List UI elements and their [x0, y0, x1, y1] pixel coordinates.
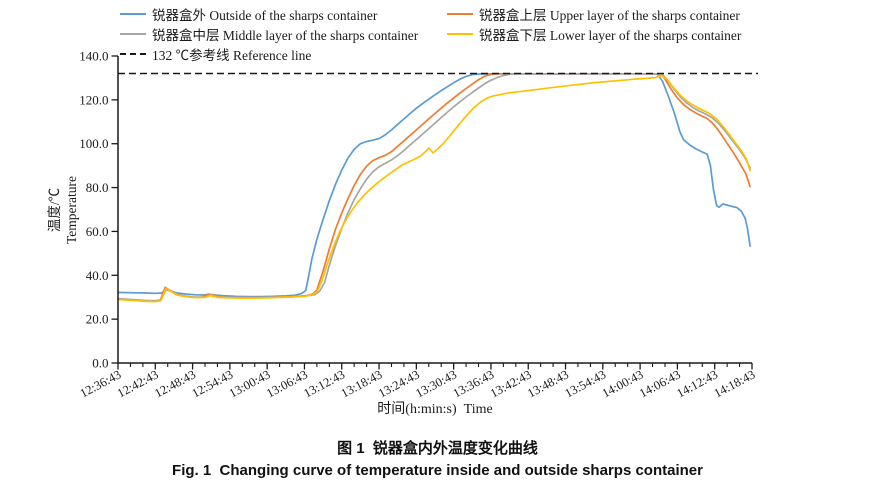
legend-label-outside: 锐器盒外 Outside of the sharps container	[152, 7, 378, 23]
legend-dashed-swatch-reference	[120, 52, 146, 55]
series-line-upper	[117, 72, 751, 303]
x-axis-title: 时间(h:min:s) Time	[377, 402, 493, 417]
legend-item-middle: 锐器盒中层 Middle layer of the sharps contain…	[120, 25, 447, 43]
x-tick-label: 13:48:43	[525, 367, 571, 400]
x-tick-label: 12:36:43	[78, 367, 124, 400]
x-tick-label: 13:06:43	[264, 367, 310, 400]
legend-label-upper: 锐器盒上层 Upper layer of the sharps containe…	[479, 7, 740, 23]
legend-item-outside: 锐器盒外 Outside of the sharps container	[120, 5, 447, 23]
legend-line-swatch-middle	[120, 32, 146, 35]
series-line-lower	[117, 74, 751, 303]
y-tick-label: 0.0	[92, 356, 108, 371]
temperature-line-chart: 0.0 20.0 40.0 60.0 80.0 100.0 120.0 140.0 12:36:…	[78, 49, 758, 401]
legend-label-middle: 锐器盒中层 Middle layer of the sharps contain…	[152, 27, 419, 43]
x-tick-label: 14:12:43	[674, 367, 720, 400]
series-line-middle	[117, 72, 751, 302]
x-tick-label: 13:18:43	[339, 367, 385, 400]
x-tick-label: 14:18:43	[712, 367, 758, 400]
legend-line-swatch-outside	[120, 12, 146, 15]
y-tick-label: 140.0	[79, 49, 108, 64]
y-tick-label: 40.0	[86, 268, 109, 283]
x-tick-label: 13:24:43	[376, 367, 422, 400]
series-line-outside	[117, 72, 751, 298]
legend-item-reference-line: 132 ℃参考线 Reference line	[120, 45, 447, 63]
x-tick-label: 12:48:43	[152, 367, 198, 400]
y-tick-label: 20.0	[86, 312, 109, 327]
x-tick-label: 13:36:43	[451, 367, 497, 400]
axes	[117, 56, 752, 364]
chart-legend: 锐器盒外 Outside of the sharps container 锐器盒…	[120, 5, 742, 63]
y-tick-label: 100.0	[79, 136, 108, 151]
x-tick-label: 13:00:43	[227, 367, 273, 400]
legend-label-lower: 锐器盒下层 Lower layer of the sharps containe…	[479, 27, 742, 43]
x-tick-label: 14:06:43	[637, 367, 683, 400]
legend-item-lower: 锐器盒下层 Lower layer of the sharps containe…	[447, 25, 742, 43]
x-tick-label: 12:42:43	[115, 367, 161, 400]
legend-line-swatch-upper	[447, 12, 473, 15]
caption-chinese: 图 1 锐器盒内外温度变化曲线	[337, 440, 538, 457]
x-tick-label: 13:42:43	[488, 367, 534, 400]
x-tick-label: 12:54:43	[189, 367, 235, 400]
x-tick-label: 13:30:43	[413, 367, 459, 400]
x-tick-label: 13:54:43	[562, 367, 608, 400]
legend-line-swatch-lower	[447, 32, 473, 35]
legend-label-reference: 132 ℃参考线 Reference line	[152, 47, 312, 63]
caption-english: Fig. 1 Changing curve of temperature ins…	[172, 462, 703, 479]
figure-caption: 图 1 锐器盒内外温度变化曲线 Fig. 1 Changing curve of…	[0, 437, 875, 479]
x-tick-label: 13:12:43	[301, 367, 347, 400]
y-tick-label: 120.0	[79, 92, 108, 107]
y-tick-label: 60.0	[86, 224, 109, 239]
legend-item-upper: 锐器盒上层 Upper layer of the sharps containe…	[447, 5, 741, 23]
x-tick-label: 14:00:43	[600, 367, 646, 400]
y-tick-label: 80.0	[86, 180, 109, 195]
